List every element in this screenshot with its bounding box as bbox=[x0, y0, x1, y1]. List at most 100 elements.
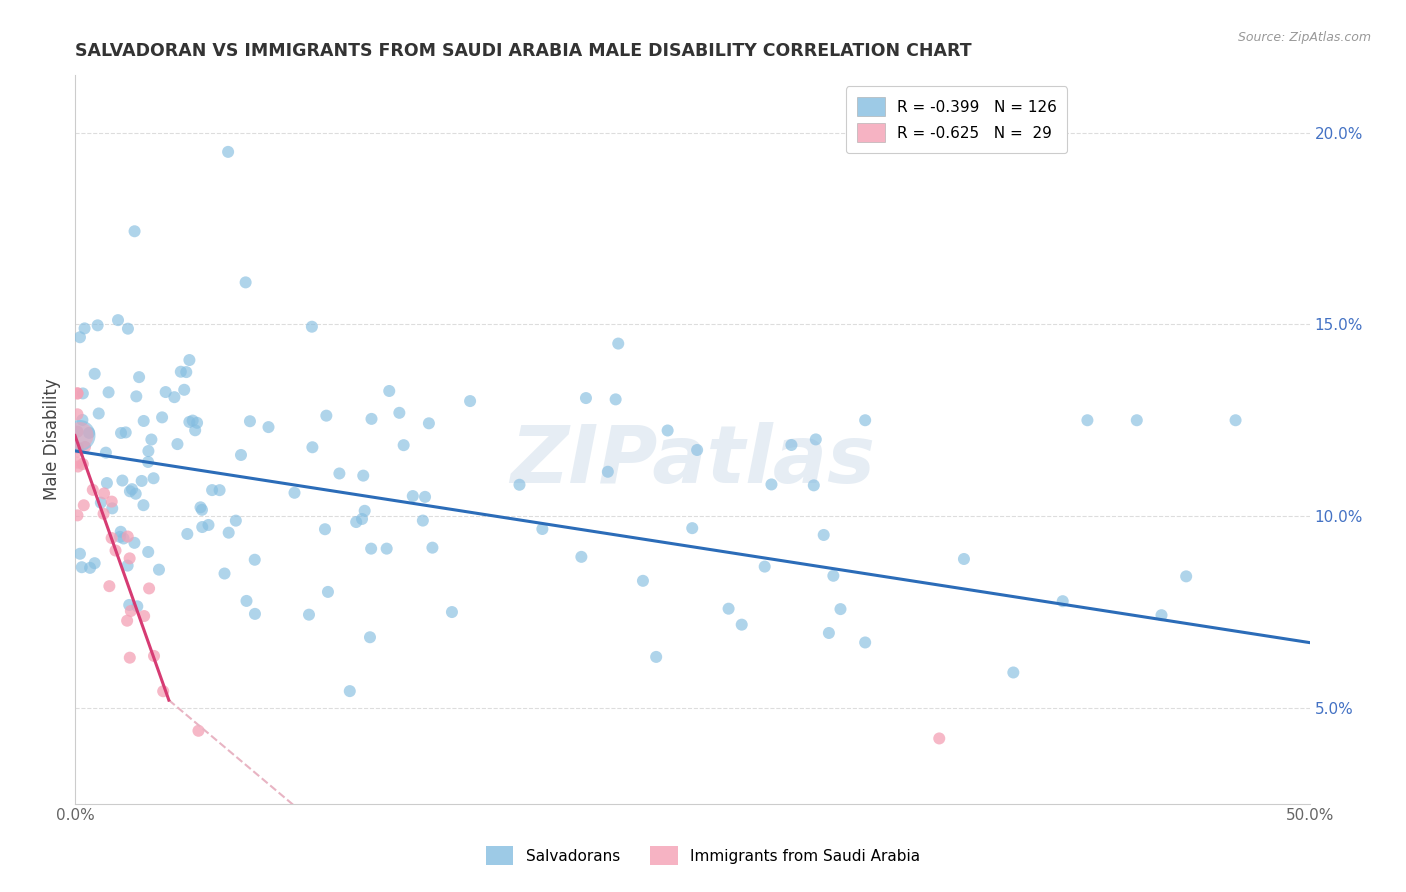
Point bbox=[717, 601, 740, 615]
Point bbox=[235, 594, 257, 608]
Point bbox=[225, 514, 247, 528]
Point bbox=[813, 528, 835, 542]
Point bbox=[70, 560, 93, 574]
Point bbox=[1076, 413, 1098, 427]
Point bbox=[413, 490, 436, 504]
Point bbox=[243, 607, 266, 621]
Point bbox=[392, 438, 415, 452]
Point bbox=[98, 579, 121, 593]
Point bbox=[243, 553, 266, 567]
Point bbox=[1052, 594, 1074, 608]
Point bbox=[344, 515, 367, 529]
Point bbox=[458, 394, 481, 409]
Point bbox=[132, 498, 155, 512]
Point bbox=[128, 370, 150, 384]
Point bbox=[229, 448, 252, 462]
Point bbox=[117, 530, 139, 544]
Point bbox=[118, 484, 141, 499]
Point bbox=[328, 467, 350, 481]
Point bbox=[359, 630, 381, 644]
Point bbox=[118, 551, 141, 566]
Point bbox=[83, 367, 105, 381]
Point bbox=[148, 563, 170, 577]
Point bbox=[761, 477, 783, 491]
Point bbox=[96, 476, 118, 491]
Point bbox=[69, 330, 91, 344]
Point bbox=[818, 626, 841, 640]
Y-axis label: Male Disability: Male Disability bbox=[44, 378, 60, 500]
Point bbox=[830, 602, 852, 616]
Point bbox=[163, 390, 186, 404]
Point bbox=[184, 423, 207, 437]
Point bbox=[104, 543, 127, 558]
Point bbox=[823, 568, 845, 582]
Text: SALVADORAN VS IMMIGRANTS FROM SAUDI ARABIA MALE DISABILITY CORRELATION CHART: SALVADORAN VS IMMIGRANTS FROM SAUDI ARAB… bbox=[75, 42, 972, 60]
Point bbox=[118, 650, 141, 665]
Point bbox=[187, 723, 209, 738]
Point bbox=[117, 558, 139, 573]
Point bbox=[301, 319, 323, 334]
Point bbox=[731, 617, 754, 632]
Point bbox=[353, 504, 375, 518]
Point bbox=[66, 441, 89, 455]
Point bbox=[69, 547, 91, 561]
Point bbox=[1002, 665, 1025, 680]
Point bbox=[121, 482, 143, 496]
Point bbox=[110, 524, 132, 539]
Point bbox=[186, 416, 208, 430]
Point bbox=[117, 321, 139, 335]
Point bbox=[110, 425, 132, 440]
Point bbox=[804, 433, 827, 447]
Point bbox=[378, 384, 401, 398]
Point bbox=[83, 556, 105, 570]
Point bbox=[388, 406, 411, 420]
Point bbox=[360, 541, 382, 556]
Point bbox=[93, 486, 115, 500]
Point bbox=[191, 503, 214, 517]
Point bbox=[66, 508, 89, 523]
Point bbox=[235, 276, 257, 290]
Point bbox=[173, 383, 195, 397]
Point bbox=[138, 582, 160, 596]
Point bbox=[780, 438, 803, 452]
Point bbox=[108, 530, 131, 544]
Point bbox=[315, 409, 337, 423]
Point bbox=[418, 417, 440, 431]
Point bbox=[107, 313, 129, 327]
Point bbox=[214, 566, 236, 581]
Point bbox=[375, 541, 398, 556]
Point bbox=[176, 527, 198, 541]
Point bbox=[73, 440, 96, 454]
Point bbox=[508, 477, 530, 491]
Point bbox=[97, 385, 120, 400]
Point bbox=[1126, 413, 1149, 427]
Point bbox=[141, 433, 163, 447]
Point bbox=[422, 541, 444, 555]
Point bbox=[181, 414, 204, 428]
Point bbox=[72, 457, 94, 471]
Point bbox=[201, 483, 224, 497]
Point bbox=[1175, 569, 1198, 583]
Point bbox=[803, 478, 825, 492]
Point bbox=[360, 412, 382, 426]
Point bbox=[131, 474, 153, 488]
Point bbox=[127, 599, 149, 614]
Point bbox=[681, 521, 703, 535]
Point bbox=[645, 649, 668, 664]
Point bbox=[134, 609, 156, 624]
Point bbox=[257, 420, 280, 434]
Point bbox=[86, 318, 108, 333]
Legend: R = -0.399   N = 126, R = -0.625   N =  29: R = -0.399 N = 126, R = -0.625 N = 29 bbox=[846, 87, 1067, 153]
Point bbox=[166, 437, 188, 451]
Point bbox=[118, 598, 141, 612]
Point bbox=[412, 514, 434, 528]
Point bbox=[66, 459, 89, 474]
Point bbox=[155, 385, 177, 400]
Point bbox=[93, 507, 115, 521]
Point bbox=[1225, 413, 1247, 427]
Point bbox=[82, 483, 104, 497]
Point bbox=[402, 489, 425, 503]
Point bbox=[73, 498, 96, 512]
Point bbox=[301, 440, 323, 454]
Point bbox=[218, 525, 240, 540]
